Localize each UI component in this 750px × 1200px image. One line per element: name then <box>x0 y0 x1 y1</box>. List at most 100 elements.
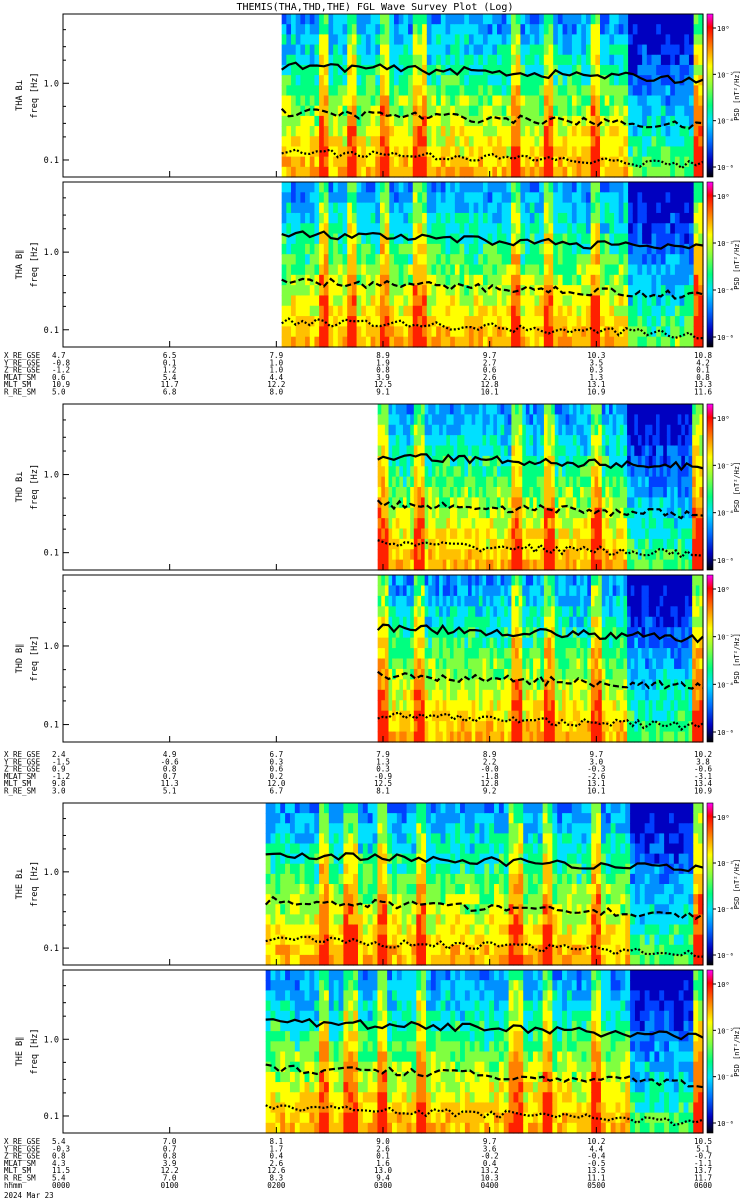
spectrogram-cell <box>665 166 671 178</box>
spectrogram-cell <box>493 585 498 597</box>
spectrogram-cell <box>651 182 657 193</box>
spectrogram-cell <box>656 75 662 86</box>
spectrogram-cell <box>435 731 440 743</box>
spectrogram-cell <box>614 274 620 286</box>
spectrogram-cell <box>394 192 400 204</box>
spectrogram-cell <box>628 166 634 178</box>
spectrogram-cell <box>571 44 578 56</box>
spectrogram-cell <box>489 595 494 607</box>
spectrogram-cell <box>489 721 494 733</box>
spectrogram-cell <box>468 146 475 158</box>
spectrogram-cell <box>431 305 437 317</box>
spectrogram-cell <box>291 254 297 266</box>
spectrogram-cell <box>486 414 491 426</box>
spectrogram-cell <box>623 64 629 76</box>
spectrogram-cell <box>609 455 614 467</box>
spectrogram-cell <box>375 126 381 137</box>
spectrogram-cell <box>623 24 629 35</box>
spectrogram-cell <box>319 254 325 266</box>
spectrogram-cell <box>421 585 426 597</box>
spectrogram-cell <box>473 285 479 297</box>
spectrogram-cell <box>618 64 625 76</box>
spectrogram-cell <box>693 54 699 66</box>
spectrogram-cell <box>394 212 400 224</box>
spectrogram-cell <box>679 146 685 158</box>
colorbar-tick-label: 10⁻⁴ <box>717 287 734 295</box>
spectrogram-cell <box>403 75 409 86</box>
spectrogram-cell <box>445 223 451 235</box>
spectrogram-cell <box>616 538 621 550</box>
spectrogram-cell <box>515 243 522 255</box>
spectrogram-cell <box>557 223 564 235</box>
spectrogram-cell <box>468 166 475 178</box>
spectrogram-cell <box>518 404 523 415</box>
spectrogram-cell <box>426 85 433 97</box>
spectrogram-cell <box>392 518 397 530</box>
spectrogram-cell <box>365 34 372 46</box>
spectrogram-cell <box>471 648 476 660</box>
spectrogram-cell <box>539 192 545 204</box>
spectrogram-cell <box>281 212 287 224</box>
spectrogram-cell <box>478 24 484 35</box>
spectrogram-cell <box>286 54 292 66</box>
spectrogram-cell <box>445 274 451 286</box>
spectrogram-cell <box>402 445 408 457</box>
spectrogram-cell <box>511 466 516 478</box>
spectrogram-cell <box>652 487 657 498</box>
spectrogram-cell <box>493 528 498 540</box>
spectrogram-cell <box>460 679 466 691</box>
spectrogram-cell <box>403 105 409 117</box>
spectrogram-cell <box>464 721 469 733</box>
spectrogram-cell <box>595 274 601 286</box>
spectrogram-cell <box>637 559 643 571</box>
spectrogram-cell <box>665 75 671 86</box>
spectrogram-cell <box>381 637 386 649</box>
spectrogram-cell <box>496 595 502 607</box>
spectrogram-cell <box>637 212 643 224</box>
spectrogram-cell <box>347 24 353 35</box>
spectrogram-cell <box>473 316 479 327</box>
spectrogram-cell <box>547 487 552 498</box>
spectrogram-cell <box>431 700 437 712</box>
spectrogram-cell <box>688 466 693 478</box>
spectrogram-cell <box>684 115 690 127</box>
spectrogram-cell <box>417 549 422 561</box>
spectrogram-cell <box>656 105 662 117</box>
spectrogram-cell <box>684 316 690 327</box>
spectrogram-cell <box>328 243 334 255</box>
spectrogram-cell <box>375 115 381 127</box>
spectrogram-cell <box>309 212 316 224</box>
spectrogram-cell <box>399 627 404 639</box>
spectrogram-cell <box>478 105 484 117</box>
spectrogram-cell <box>646 264 653 276</box>
spectrogram-cell <box>381 627 386 639</box>
spectrogram-cell <box>628 274 634 286</box>
spectrogram-cell <box>417 316 423 327</box>
spectrogram-cell <box>459 44 465 56</box>
spectrogram-cell <box>637 146 643 158</box>
spectrogram-cell <box>605 507 610 519</box>
spectrogram-cell <box>482 202 489 214</box>
spectrogram-cell <box>553 326 559 338</box>
spectrogram-cell <box>417 721 422 733</box>
spectrogram-cell <box>403 126 409 137</box>
spectrogram-cell <box>487 85 493 97</box>
spectrogram-cell <box>688 538 693 550</box>
spectrogram-cell <box>601 424 606 436</box>
spectrogram-cell <box>600 136 606 148</box>
spectrogram-cell <box>583 487 588 498</box>
spectrogram-cell <box>585 233 592 245</box>
spectrogram-cell <box>460 528 466 540</box>
spectrogram-cell <box>412 166 419 178</box>
spectrogram-cell <box>406 445 411 457</box>
spectrogram-cell <box>604 233 610 245</box>
spectrogram-cell <box>590 476 596 488</box>
spectrogram-cell <box>384 44 390 56</box>
spectrogram-cell <box>595 14 601 25</box>
spectrogram-cell <box>598 404 603 415</box>
spectrogram-cell <box>351 202 358 214</box>
spectrogram-cell <box>403 295 409 307</box>
spectrogram-cell <box>656 518 661 530</box>
spectrogram-cell <box>482 166 489 178</box>
spectrogram-cell <box>554 445 559 457</box>
